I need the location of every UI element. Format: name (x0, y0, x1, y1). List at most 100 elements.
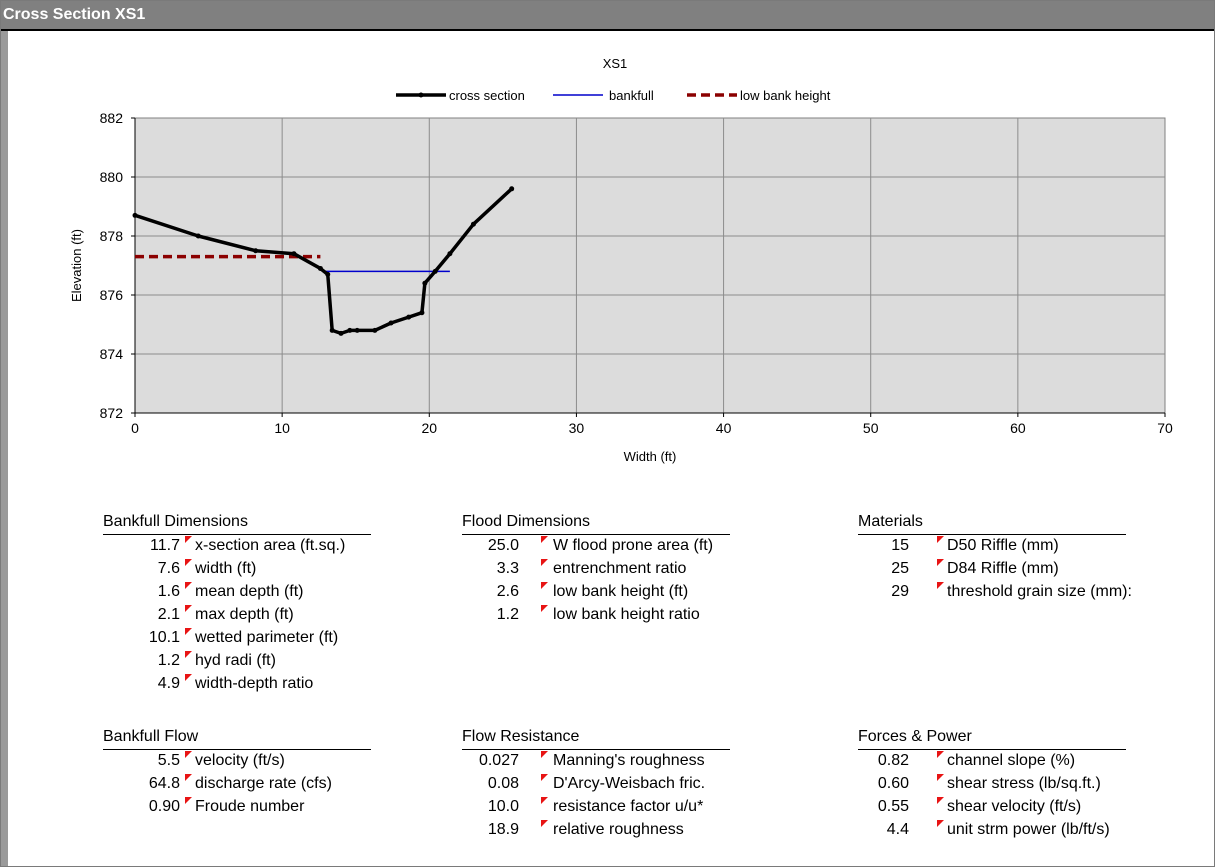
cross-section-point (329, 327, 335, 333)
table-row: 1.6 mean depth (ft) (103, 582, 371, 606)
cross-section-point (132, 212, 138, 218)
cross-section-point (470, 221, 476, 227)
y-tick-label: 880 (100, 169, 124, 185)
table-label: low bank height ratio (553, 606, 700, 623)
table-heading: Materials (858, 513, 923, 530)
comment-flag-icon[interactable] (185, 774, 192, 781)
comment-flag-icon[interactable] (937, 536, 944, 543)
cross-section-point (406, 314, 412, 320)
comment-flag-icon[interactable] (185, 651, 192, 658)
cross-section-point (253, 248, 259, 254)
comment-flag-icon[interactable] (185, 605, 192, 612)
comment-flag-icon[interactable] (185, 797, 192, 804)
table-row: 0.82 channel slope (%) (858, 751, 1126, 775)
table-heading: Bankfull Dimensions (103, 513, 248, 530)
comment-flag-icon[interactable] (185, 751, 192, 758)
table-label: D50 Riffle (mm) (947, 537, 1059, 554)
table-heading-underline (103, 749, 371, 750)
comment-flag-icon[interactable] (937, 820, 944, 827)
comment-flag-icon[interactable] (185, 628, 192, 635)
comment-flag-icon[interactable] (541, 820, 548, 827)
legend-marker-cross-section (418, 92, 424, 98)
table-value: 4.4 (886, 821, 909, 838)
table-row: 3.3 entrenchment ratio (462, 559, 730, 583)
comment-flag-icon[interactable] (937, 797, 944, 804)
comment-flag-icon[interactable] (937, 582, 944, 589)
comment-flag-icon[interactable] (541, 536, 548, 543)
cross-section-point (422, 280, 428, 286)
table-label: max depth (ft) (195, 606, 294, 623)
table-value: 10.1 (148, 629, 180, 646)
table-value: 0.90 (148, 798, 180, 815)
table-row: 18.9 relative roughness (462, 820, 730, 844)
cross-section-point (325, 271, 331, 277)
table-row: 64.8 discharge rate (cfs) (103, 774, 371, 798)
table-row: 0.08 D'Arcy-Weisbach fric. (462, 774, 730, 798)
y-tick-label: 874 (100, 346, 124, 362)
comment-flag-icon[interactable] (937, 751, 944, 758)
comment-flag-icon[interactable] (541, 582, 548, 589)
table-row: 0.60 shear stress (lb/sq.ft.) (858, 774, 1126, 798)
table-value: 2.6 (496, 583, 519, 600)
comment-flag-icon[interactable] (541, 605, 548, 612)
table-label: hyd radi (ft) (195, 652, 276, 669)
table-label: low bank height (ft) (553, 583, 689, 600)
table-row: 29 threshold grain size (mm): (858, 582, 1132, 606)
comment-flag-icon[interactable] (541, 797, 548, 804)
comment-flag-icon[interactable] (541, 559, 548, 566)
y-tick-label: 878 (100, 228, 124, 244)
table-value: 25 (891, 560, 909, 577)
table-heading-underline (103, 534, 371, 535)
table-row: 2.6 low bank height (ft) (462, 582, 730, 606)
legend-label-bankfull: bankfull (609, 88, 654, 103)
comment-flag-icon[interactable] (937, 774, 944, 781)
cross-section-point (432, 268, 438, 274)
table-label: width (ft) (195, 560, 257, 577)
x-tick-label: 60 (1010, 420, 1026, 436)
comment-flag-icon[interactable] (937, 559, 944, 566)
table-section: Materials 15 D50 Riffle (mm) 25 D84 Riffle (… (858, 513, 1132, 610)
table-label: threshold grain size (mm): (947, 583, 1132, 600)
table-heading: Flood Dimensions (462, 513, 591, 530)
table-row: 25 D84 Riffle (mm) (858, 559, 1126, 583)
comment-flag-icon[interactable] (541, 774, 548, 781)
cross-section-point (291, 251, 297, 257)
table-value: 7.6 (157, 560, 180, 577)
comment-flag-icon[interactable] (185, 536, 192, 543)
table-value: 11.7 (150, 537, 180, 554)
cross-section-point (317, 265, 323, 271)
table-value: 0.82 (877, 752, 909, 769)
table-value: 29 (891, 583, 909, 600)
cross-section-point (195, 233, 201, 239)
table-label: wetted parimeter (ft) (195, 629, 339, 646)
comment-flag-icon[interactable] (185, 559, 192, 566)
x-tick-label: 10 (274, 420, 290, 436)
table-label: discharge rate (cfs) (195, 775, 332, 792)
table-row: 0.027 Manning's roughness (462, 751, 730, 775)
x-tick-label: 0 (131, 420, 139, 436)
table-row: 10.0 resistance factor u/u* (462, 797, 730, 821)
chart-title: XS1 (603, 56, 628, 71)
table-label: velocity (ft/s) (195, 752, 285, 769)
cross-section-point (388, 320, 394, 326)
table-value: 25.0 (487, 537, 519, 554)
comment-flag-icon[interactable] (185, 582, 192, 589)
table-label: W flood prone area (ft) (553, 537, 714, 554)
table-value: 1.2 (157, 652, 180, 669)
legend-label-cross-section: cross section (449, 88, 525, 103)
table-heading-underline (858, 534, 1126, 535)
table-label: x-section area (ft.sq.) (195, 537, 346, 554)
table-row: 0.55 shear velocity (ft/s) (858, 797, 1126, 821)
table-heading: Bankfull Flow (103, 728, 199, 745)
window-title: Cross Section XS1 (1, 1, 1214, 29)
table-value: 1.6 (157, 583, 180, 600)
table-label: Manning's roughness (553, 752, 705, 769)
table-row: 15 D50 Riffle (mm) (858, 536, 1126, 560)
table-section: Flow Resistance 0.027 Manning's roughness 0… (462, 728, 730, 848)
table-label: width-depth ratio (195, 675, 314, 692)
table-row: 7.6 width (ft) (103, 559, 371, 583)
comment-flag-icon[interactable] (541, 751, 548, 758)
table-label: entrenchment ratio (553, 560, 687, 577)
comment-flag-icon[interactable] (185, 674, 192, 681)
table-value: 0.60 (877, 775, 909, 792)
